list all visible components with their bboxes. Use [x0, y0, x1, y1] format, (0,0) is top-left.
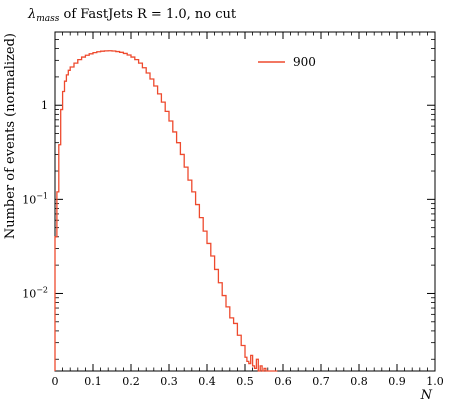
- x-tick-label: 0.5: [236, 375, 254, 388]
- legend: 900: [258, 55, 316, 69]
- y-tick-label: 10−1: [22, 191, 48, 206]
- title-subscript: mass: [36, 14, 60, 24]
- title-symbol: λ: [27, 7, 36, 22]
- y-tick-label: 10−2: [22, 285, 48, 300]
- x-axis-ticks: 0 0.1 0.2 0.3 0.4 0.5 0.6 0.7 0.8 0.9 1.0: [52, 32, 444, 388]
- title-rest: of FastJets R = 1.0, no cut: [59, 7, 236, 22]
- y-tick-label: 1: [41, 99, 48, 112]
- x-tick-label: 0.2: [122, 375, 140, 388]
- x-tick-label: 0.3: [160, 375, 178, 388]
- x-axis-label: N: [420, 388, 433, 403]
- legend-label: 900: [293, 55, 316, 69]
- chart-title: λmass of FastJets R = 1.0, no cut: [27, 7, 237, 24]
- series-line: [54, 50, 278, 372]
- x-tick-label: 0.9: [388, 375, 406, 388]
- x-tick-label: 0.4: [198, 375, 216, 388]
- series-layer: [54, 50, 278, 372]
- plot-frame: [54, 31, 436, 372]
- x-tick-label: 0: [52, 375, 59, 388]
- x-tick-label: 0.6: [274, 375, 292, 388]
- y-axis-ticks: 1 10−1 10−2: [22, 31, 435, 360]
- x-tick-label: 1.0: [426, 375, 444, 388]
- x-tick-label: 0.8: [350, 375, 368, 388]
- y-axis-label: Number of events (normalized): [3, 33, 18, 239]
- x-tick-label: 0.7: [312, 375, 330, 388]
- x-tick-label: 0.1: [84, 375, 102, 388]
